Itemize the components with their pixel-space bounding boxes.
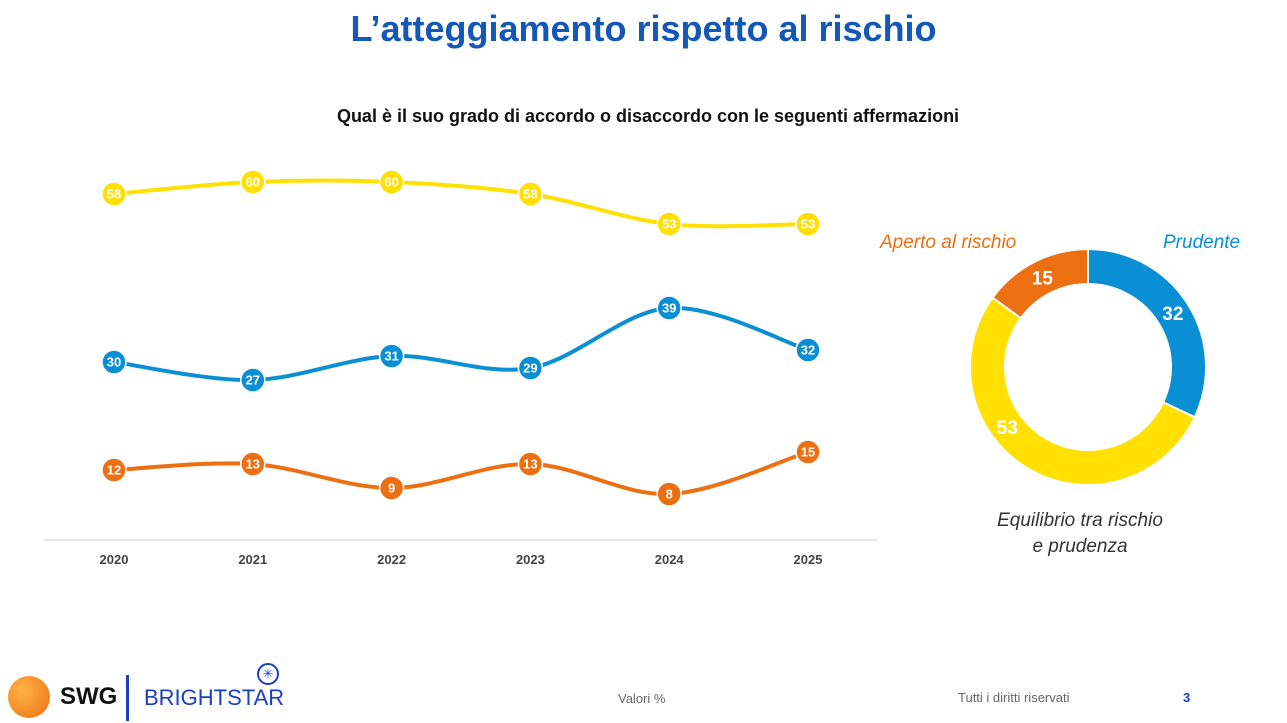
data-label: 13 xyxy=(246,457,260,472)
page-title: L’atteggiamento rispetto al rischio xyxy=(350,8,937,49)
data-label: 30 xyxy=(107,355,121,370)
data-point xyxy=(378,343,405,369)
x-tick-label: 2024 xyxy=(655,552,685,567)
data-point xyxy=(101,181,127,207)
data-point xyxy=(517,355,544,381)
data-label: 29 xyxy=(523,361,537,376)
data-label: 39 xyxy=(662,301,676,316)
data-point xyxy=(101,349,127,375)
data-point xyxy=(240,451,266,477)
data-label: 12 xyxy=(107,463,121,478)
x-tick-label: 2025 xyxy=(794,552,823,567)
data-point xyxy=(378,169,405,195)
legend-prudente: Prudente xyxy=(1163,232,1241,253)
x-tick-label: 2022 xyxy=(377,552,406,567)
data-point xyxy=(795,211,821,237)
series-line xyxy=(113,178,809,229)
slice-label: 32 xyxy=(1162,304,1183,325)
data-label: 53 xyxy=(662,217,676,232)
x-tick-label: 2023 xyxy=(516,552,545,567)
slice-label: 15 xyxy=(1032,268,1054,289)
data-point xyxy=(240,169,266,195)
data-point xyxy=(656,295,682,321)
data-label: 27 xyxy=(246,373,260,388)
data-label: 8 xyxy=(666,487,673,502)
data-point xyxy=(517,181,544,207)
data-point xyxy=(240,367,266,393)
slice-label: 53 xyxy=(997,418,1018,439)
swg-logo-text: SWG xyxy=(60,683,118,710)
donut-slice xyxy=(1087,247,1207,419)
swg-logo xyxy=(8,676,50,718)
x-tick-label: 2020 xyxy=(100,552,129,567)
data-label: 9 xyxy=(388,481,395,496)
data-label: 32 xyxy=(801,343,815,358)
legend-aperto: Aperto al rischio xyxy=(880,232,1017,253)
series-line xyxy=(113,450,809,497)
rights-text: Tutti i diritti riservati xyxy=(958,690,1070,705)
data-label: 60 xyxy=(384,175,398,190)
donut-slice xyxy=(991,247,1089,320)
brightstar-logo-text: BRIGHTSTAR xyxy=(144,685,285,710)
data-point xyxy=(795,337,821,363)
page-number: 3 xyxy=(1183,690,1191,705)
data-point xyxy=(378,475,405,501)
legend-equilibrio: Equilibrio tra rischio e prudenza xyxy=(997,510,1163,557)
data-label: 13 xyxy=(523,457,537,472)
x-tick-label: 2021 xyxy=(238,552,267,567)
data-label: 58 xyxy=(107,187,121,202)
donut-slice xyxy=(969,296,1197,486)
data-label: 60 xyxy=(246,175,260,190)
chart-subtitle: Qual è il suo grado di accordo o disacco… xyxy=(336,106,960,126)
values-note: Valori % xyxy=(618,691,666,706)
logo-divider xyxy=(126,675,129,721)
brightstar-star-icon: ✳ xyxy=(257,663,279,685)
data-point xyxy=(656,481,682,507)
data-point xyxy=(656,211,682,237)
series-line xyxy=(113,305,809,383)
data-label: 31 xyxy=(384,349,398,364)
data-point xyxy=(517,451,544,477)
data-label: 58 xyxy=(523,187,537,202)
data-point xyxy=(795,439,821,465)
data-label: 15 xyxy=(801,445,815,460)
data-label: 53 xyxy=(801,217,815,232)
data-point xyxy=(101,457,127,483)
